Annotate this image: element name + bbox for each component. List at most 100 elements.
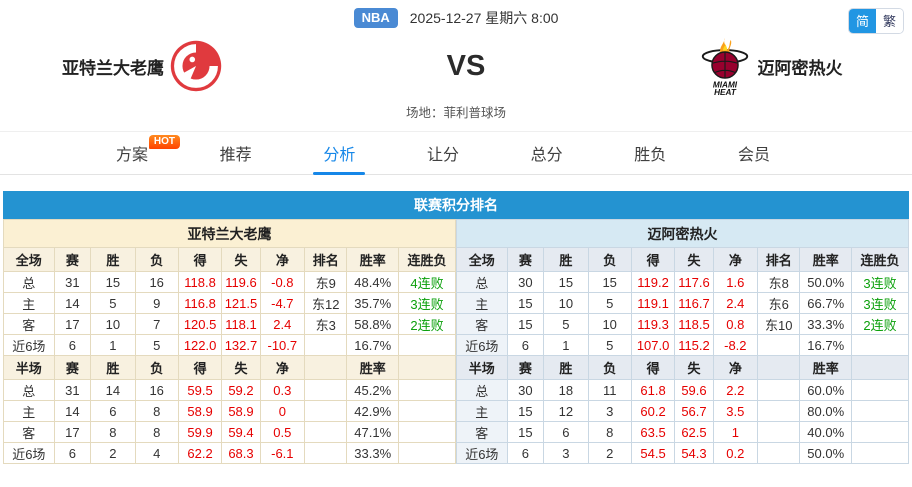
table-cell: 6 <box>543 421 589 443</box>
team-table-title: 亚特兰大老鹰 <box>3 219 456 248</box>
row-label: 客 <box>456 421 508 443</box>
home-team: 亚特兰大老鹰 <box>0 38 436 94</box>
table-cell <box>756 421 801 443</box>
table-cell: -0.8 <box>259 271 305 293</box>
table-cell: 2连败 <box>850 313 910 335</box>
tab-fenxi[interactable]: 分析 <box>323 132 355 174</box>
table-cell: 8 <box>134 400 179 422</box>
table-cell: 15 <box>90 271 136 293</box>
table-cell: 119.6 <box>221 271 261 293</box>
svg-text:MIAMI: MIAMI <box>712 80 737 89</box>
standings-tables: 亚特兰大老鹰 全场赛胜负得失净排名 胜率 连胜负总 31 15 16 118.8 119.6 -0… <box>3 219 910 464</box>
team-table-title: 迈阿密热火 <box>456 219 909 248</box>
section-header-row: 半场赛胜负得失净 胜率 <box>3 355 457 380</box>
table-cell: 59.4 <box>221 421 261 443</box>
table-cell: 东8 <box>756 271 801 293</box>
table-cell: 116.7 <box>674 292 714 314</box>
table-cell: 118.8 <box>177 271 223 293</box>
tab-rangfen[interactable]: 让分 <box>427 132 459 174</box>
table-cell: 东10 <box>756 313 801 335</box>
tab-shengfu[interactable]: 胜负 <box>634 132 666 174</box>
lang-simplified-button[interactable]: 简 <box>848 9 876 33</box>
table-cell: 60.0% <box>799 379 852 401</box>
table-cell: 6 <box>90 400 136 422</box>
column-header: 排名 <box>756 247 801 272</box>
table-row: 主 15 12 3 60.2 56.7 3.5 80.0% <box>456 400 910 422</box>
column-header: 半场 <box>3 355 55 380</box>
table-row: 客 15 6 8 63.5 62.5 1 40.0% <box>456 421 910 443</box>
column-header: 胜率 <box>799 355 852 380</box>
table-cell: 14 <box>53 400 92 422</box>
column-header <box>756 355 801 380</box>
table-cell: 59.2 <box>221 379 261 401</box>
table-row: 主 15 10 5 119.1 116.7 2.4 东6 66.7% 3连败 <box>456 292 910 314</box>
table-cell: 15 <box>506 400 545 422</box>
svg-text:HEAT: HEAT <box>714 88 737 96</box>
table-cell: 118.5 <box>674 313 714 335</box>
table-cell: 31 <box>53 271 92 293</box>
table-cell: 6 <box>506 334 545 356</box>
table-cell <box>756 442 801 464</box>
tab-tuijian[interactable]: 推荐 <box>220 132 252 174</box>
lang-traditional-button[interactable]: 繁 <box>875 9 903 33</box>
section-header-row: 全场赛胜负得失净排名 胜率 连胜负 <box>456 247 910 272</box>
table-cell <box>303 400 348 422</box>
table-cell: 56.7 <box>674 400 714 422</box>
column-header: 得 <box>630 355 676 380</box>
table-cell: 8 <box>134 421 179 443</box>
column-header: 得 <box>177 247 223 272</box>
standings-table-away: 迈阿密热火 全场赛胜负得失净排名 胜率 连胜负总 30 15 15 119.2 117.6 1.6… <box>456 219 910 464</box>
table-cell: 3连败 <box>397 292 457 314</box>
tab-zongfen[interactable]: 总分 <box>531 132 563 174</box>
table-cell: 121.5 <box>221 292 261 314</box>
row-label: 主 <box>456 400 508 422</box>
row-label: 总 <box>456 271 508 293</box>
row-label: 主 <box>3 400 55 422</box>
column-header: 赛 <box>53 247 92 272</box>
table-cell: 122.0 <box>177 334 223 356</box>
table-cell <box>756 334 801 356</box>
section-header-row: 半场赛胜负得失净 胜率 <box>456 355 910 380</box>
table-cell: 59.5 <box>177 379 223 401</box>
table-cell: 59.6 <box>674 379 714 401</box>
match-meta: NBA 2025-12-27 星期六 8:00 <box>0 8 912 28</box>
table-cell: 3.5 <box>712 400 758 422</box>
table-cell: 116.8 <box>177 292 223 314</box>
column-header: 失 <box>221 247 261 272</box>
table-cell: 9 <box>134 292 179 314</box>
table-cell: 119.3 <box>630 313 676 335</box>
table-cell: 42.9% <box>346 400 399 422</box>
table-cell: 45.2% <box>346 379 399 401</box>
table-row: 总 31 15 16 118.8 119.6 -0.8 东9 48.4% 4连败 <box>3 271 457 293</box>
tab-label: 分析 <box>323 147 356 164</box>
table-cell: 东12 <box>303 292 348 314</box>
table-cell: -10.7 <box>259 334 305 356</box>
table-cell: 10 <box>543 292 589 314</box>
table-cell <box>850 442 910 464</box>
away-team-name: 迈阿密热火 <box>757 58 843 78</box>
table-cell: 5 <box>134 334 179 356</box>
tab-fangan[interactable]: 方案 HOT <box>116 132 181 174</box>
table-row: 近6场 6 3 2 54.5 54.3 0.2 50.0% <box>456 442 910 464</box>
table-cell: 17 <box>53 313 92 335</box>
column-header: 净 <box>712 247 758 272</box>
table-row: 近6场 6 1 5 107.0 115.2 -8.2 16.7% <box>456 334 910 356</box>
table-row: 近6场 6 2 4 62.2 68.3 -6.1 33.3% <box>3 442 457 464</box>
table-cell: 5 <box>587 334 632 356</box>
row-label: 近6场 <box>456 334 508 356</box>
match-datetime: 2025-12-27 星期六 8:00 <box>409 10 559 26</box>
column-header: 胜率 <box>346 247 399 272</box>
table-cell: 63.5 <box>630 421 676 443</box>
column-header <box>397 355 457 380</box>
table-cell: 16.7% <box>799 334 852 356</box>
table-cell: 0 <box>259 400 305 422</box>
top-bar: NBA 2025-12-27 星期六 8:00 简 繁 <box>0 0 912 34</box>
column-header: 胜率 <box>346 355 399 380</box>
table-cell: 33.3% <box>346 442 399 464</box>
standings-title: 联赛积分排名 <box>3 191 909 219</box>
page: NBA 2025-12-27 星期六 8:00 简 繁 亚特兰大老鹰 VS <box>0 0 912 464</box>
tab-huiyuan[interactable]: 会员 <box>738 132 770 174</box>
column-header: 负 <box>134 247 179 272</box>
table-cell: 0.8 <box>712 313 758 335</box>
row-label: 客 <box>3 421 55 443</box>
